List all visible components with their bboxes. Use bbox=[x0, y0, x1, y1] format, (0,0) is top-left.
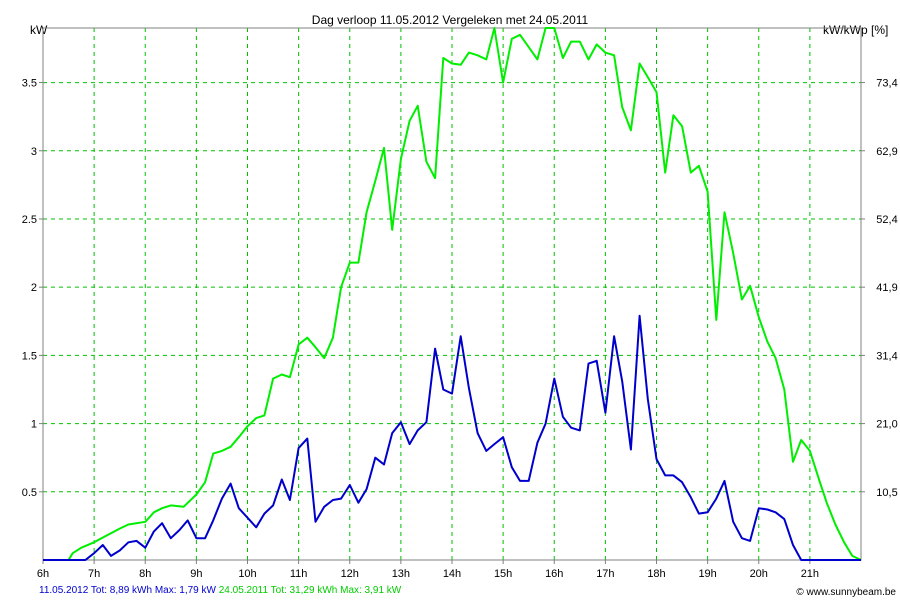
y-ticks-right: 10,5 21,0 31,4 41,9 52,4 62,9 73,4 bbox=[861, 78, 898, 499]
x-tick-label: 16h bbox=[545, 568, 563, 580]
y-tick-label-right: 73,4 bbox=[876, 78, 897, 90]
series-lines bbox=[43, 27, 862, 561]
x-tick-label: 11h bbox=[290, 568, 308, 580]
x-tick-label: 6h bbox=[37, 568, 49, 580]
legend-entry: 24.05.2011 Tot: 31,29 kWh Max: 3,91 kW bbox=[216, 585, 402, 596]
x-tick-label: 7h bbox=[88, 568, 100, 580]
x-tick-label: 13h bbox=[392, 568, 410, 580]
y-tick-label-right: 52,4 bbox=[876, 214, 897, 226]
series-line bbox=[43, 314, 861, 561]
credit-text: © www.sunnybeam.be bbox=[796, 587, 896, 598]
y-tick-label-right: 10,5 bbox=[876, 487, 897, 499]
y-ticks-left: 0.5 1 1.5 2 2.5 3 3.5 bbox=[22, 78, 43, 499]
x-tick-label: 20h bbox=[750, 568, 768, 580]
y-axis-label-left: kW bbox=[30, 23, 48, 37]
x-tick-label: 10h bbox=[238, 568, 256, 580]
grid-lines bbox=[43, 28, 861, 560]
series-line bbox=[43, 27, 862, 561]
y-tick-label-right: 31,4 bbox=[876, 350, 897, 362]
x-tick-label: 15h bbox=[494, 568, 512, 580]
y-tick-label-left: 1 bbox=[31, 419, 37, 431]
x-tick-label: 9h bbox=[190, 568, 202, 580]
legend: 11.05.2012 Tot: 8,89 kWh Max: 1,79 kW 24… bbox=[39, 585, 402, 596]
y-tick-label-right: 62,9 bbox=[876, 146, 897, 158]
y-tick-label-left: 2 bbox=[31, 282, 37, 294]
x-tick-label: 14h bbox=[443, 568, 461, 580]
x-tick-label: 12h bbox=[341, 568, 359, 580]
y-tick-label-left: 3 bbox=[31, 146, 37, 158]
y-tick-label-left: 2.5 bbox=[22, 214, 37, 226]
y-tick-label-left: 1.5 bbox=[22, 350, 37, 362]
x-ticks: 6h 7h 8h 9h 10h 11h 12h 13h 14h 15h 16h 17h 18h 19h 20… bbox=[37, 560, 819, 580]
legend-entry: 11.05.2012 Tot: 8,89 kWh Max: 1,79 kW bbox=[39, 585, 217, 596]
x-tick-label: 19h bbox=[698, 568, 716, 580]
x-tick-label: 8h bbox=[139, 568, 151, 580]
chart-title: Dag verloop 11.05.2012 Vergeleken met 24… bbox=[312, 13, 589, 27]
x-tick-label: 18h bbox=[647, 568, 665, 580]
y-tick-label-left: 3.5 bbox=[22, 78, 37, 90]
y-tick-label-left: 0.5 bbox=[22, 487, 37, 499]
x-tick-label: 21h bbox=[801, 568, 819, 580]
y-tick-label-right: 21,0 bbox=[876, 419, 897, 431]
y-tick-label-right: 41,9 bbox=[876, 282, 897, 294]
x-tick-label: 17h bbox=[596, 568, 614, 580]
y-axis-label-right: kW/kWp [%] bbox=[823, 23, 888, 37]
